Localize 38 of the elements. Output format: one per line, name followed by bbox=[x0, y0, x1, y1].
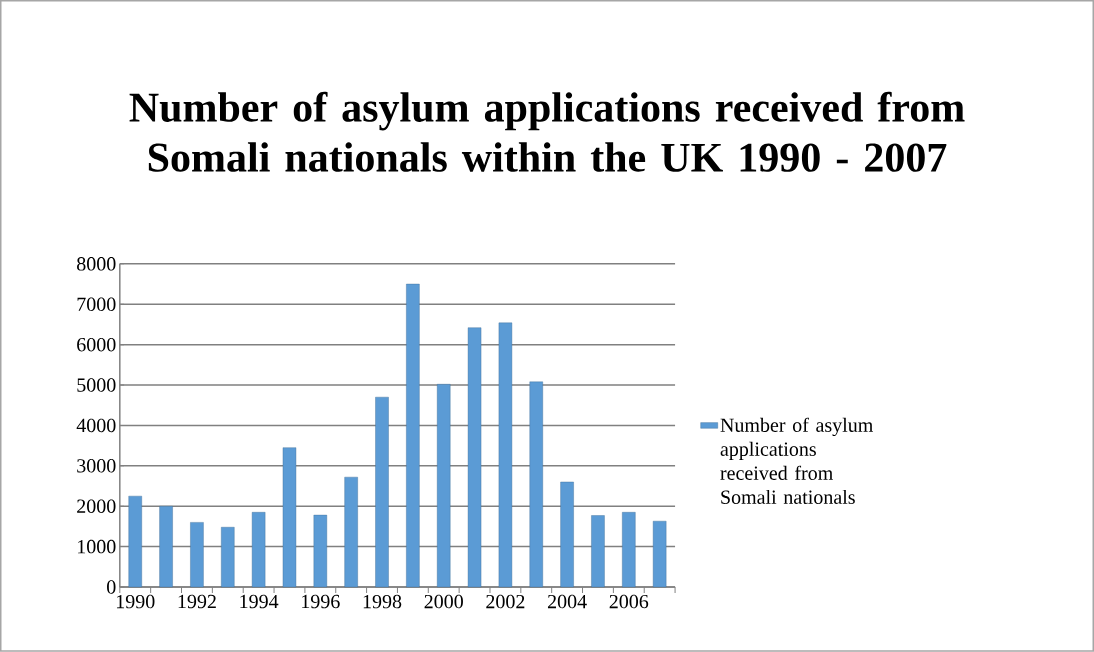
y-tick-label: 1000 bbox=[78, 539, 116, 554]
bar bbox=[221, 527, 235, 588]
x-tick-label: 1990 bbox=[116, 594, 155, 609]
bar bbox=[282, 447, 297, 588]
y-tick-label: 6000 bbox=[77, 338, 116, 352]
x-tick-label: 1998 bbox=[363, 594, 402, 609]
chart-title: Number of asylum applications received from Somali nationals within the UK 1990 - 2007 bbox=[129, 91, 965, 172]
bar bbox=[313, 515, 328, 588]
bar bbox=[622, 512, 636, 588]
bar bbox=[437, 384, 451, 588]
y-tick-label: 5000 bbox=[77, 378, 116, 392]
bar bbox=[159, 506, 173, 588]
bar bbox=[190, 522, 204, 588]
y-tick-label: 8000 bbox=[77, 257, 116, 271]
y-tick-label: 0 bbox=[107, 580, 116, 594]
bar bbox=[652, 521, 667, 588]
bar bbox=[375, 397, 389, 588]
x-tick-label: 2006 bbox=[609, 594, 649, 609]
y-tick-label: 7000 bbox=[77, 297, 116, 312]
x-tick-label: 2002 bbox=[486, 594, 525, 609]
bar bbox=[406, 283, 420, 588]
bar bbox=[467, 327, 482, 588]
bar bbox=[591, 515, 605, 588]
bar bbox=[128, 496, 142, 588]
y-tick-label: 4000 bbox=[76, 418, 116, 433]
x-tick-label: 1994 bbox=[240, 594, 279, 609]
bar bbox=[498, 322, 513, 588]
y-tick-label: 3000 bbox=[77, 459, 116, 473]
y-tick-label: 2000 bbox=[77, 499, 116, 514]
x-tick-label: 1992 bbox=[178, 594, 216, 609]
x-tick-label: 2004 bbox=[547, 594, 587, 609]
bar bbox=[560, 481, 574, 588]
x-tick-label: 1996 bbox=[302, 594, 340, 609]
x-tick-label: 2000 bbox=[424, 594, 463, 609]
bar bbox=[529, 381, 543, 588]
bar bbox=[251, 512, 266, 588]
legend-label: Number of asylum applications received from Somali nationals bbox=[720, 417, 874, 505]
bar bbox=[344, 477, 358, 588]
